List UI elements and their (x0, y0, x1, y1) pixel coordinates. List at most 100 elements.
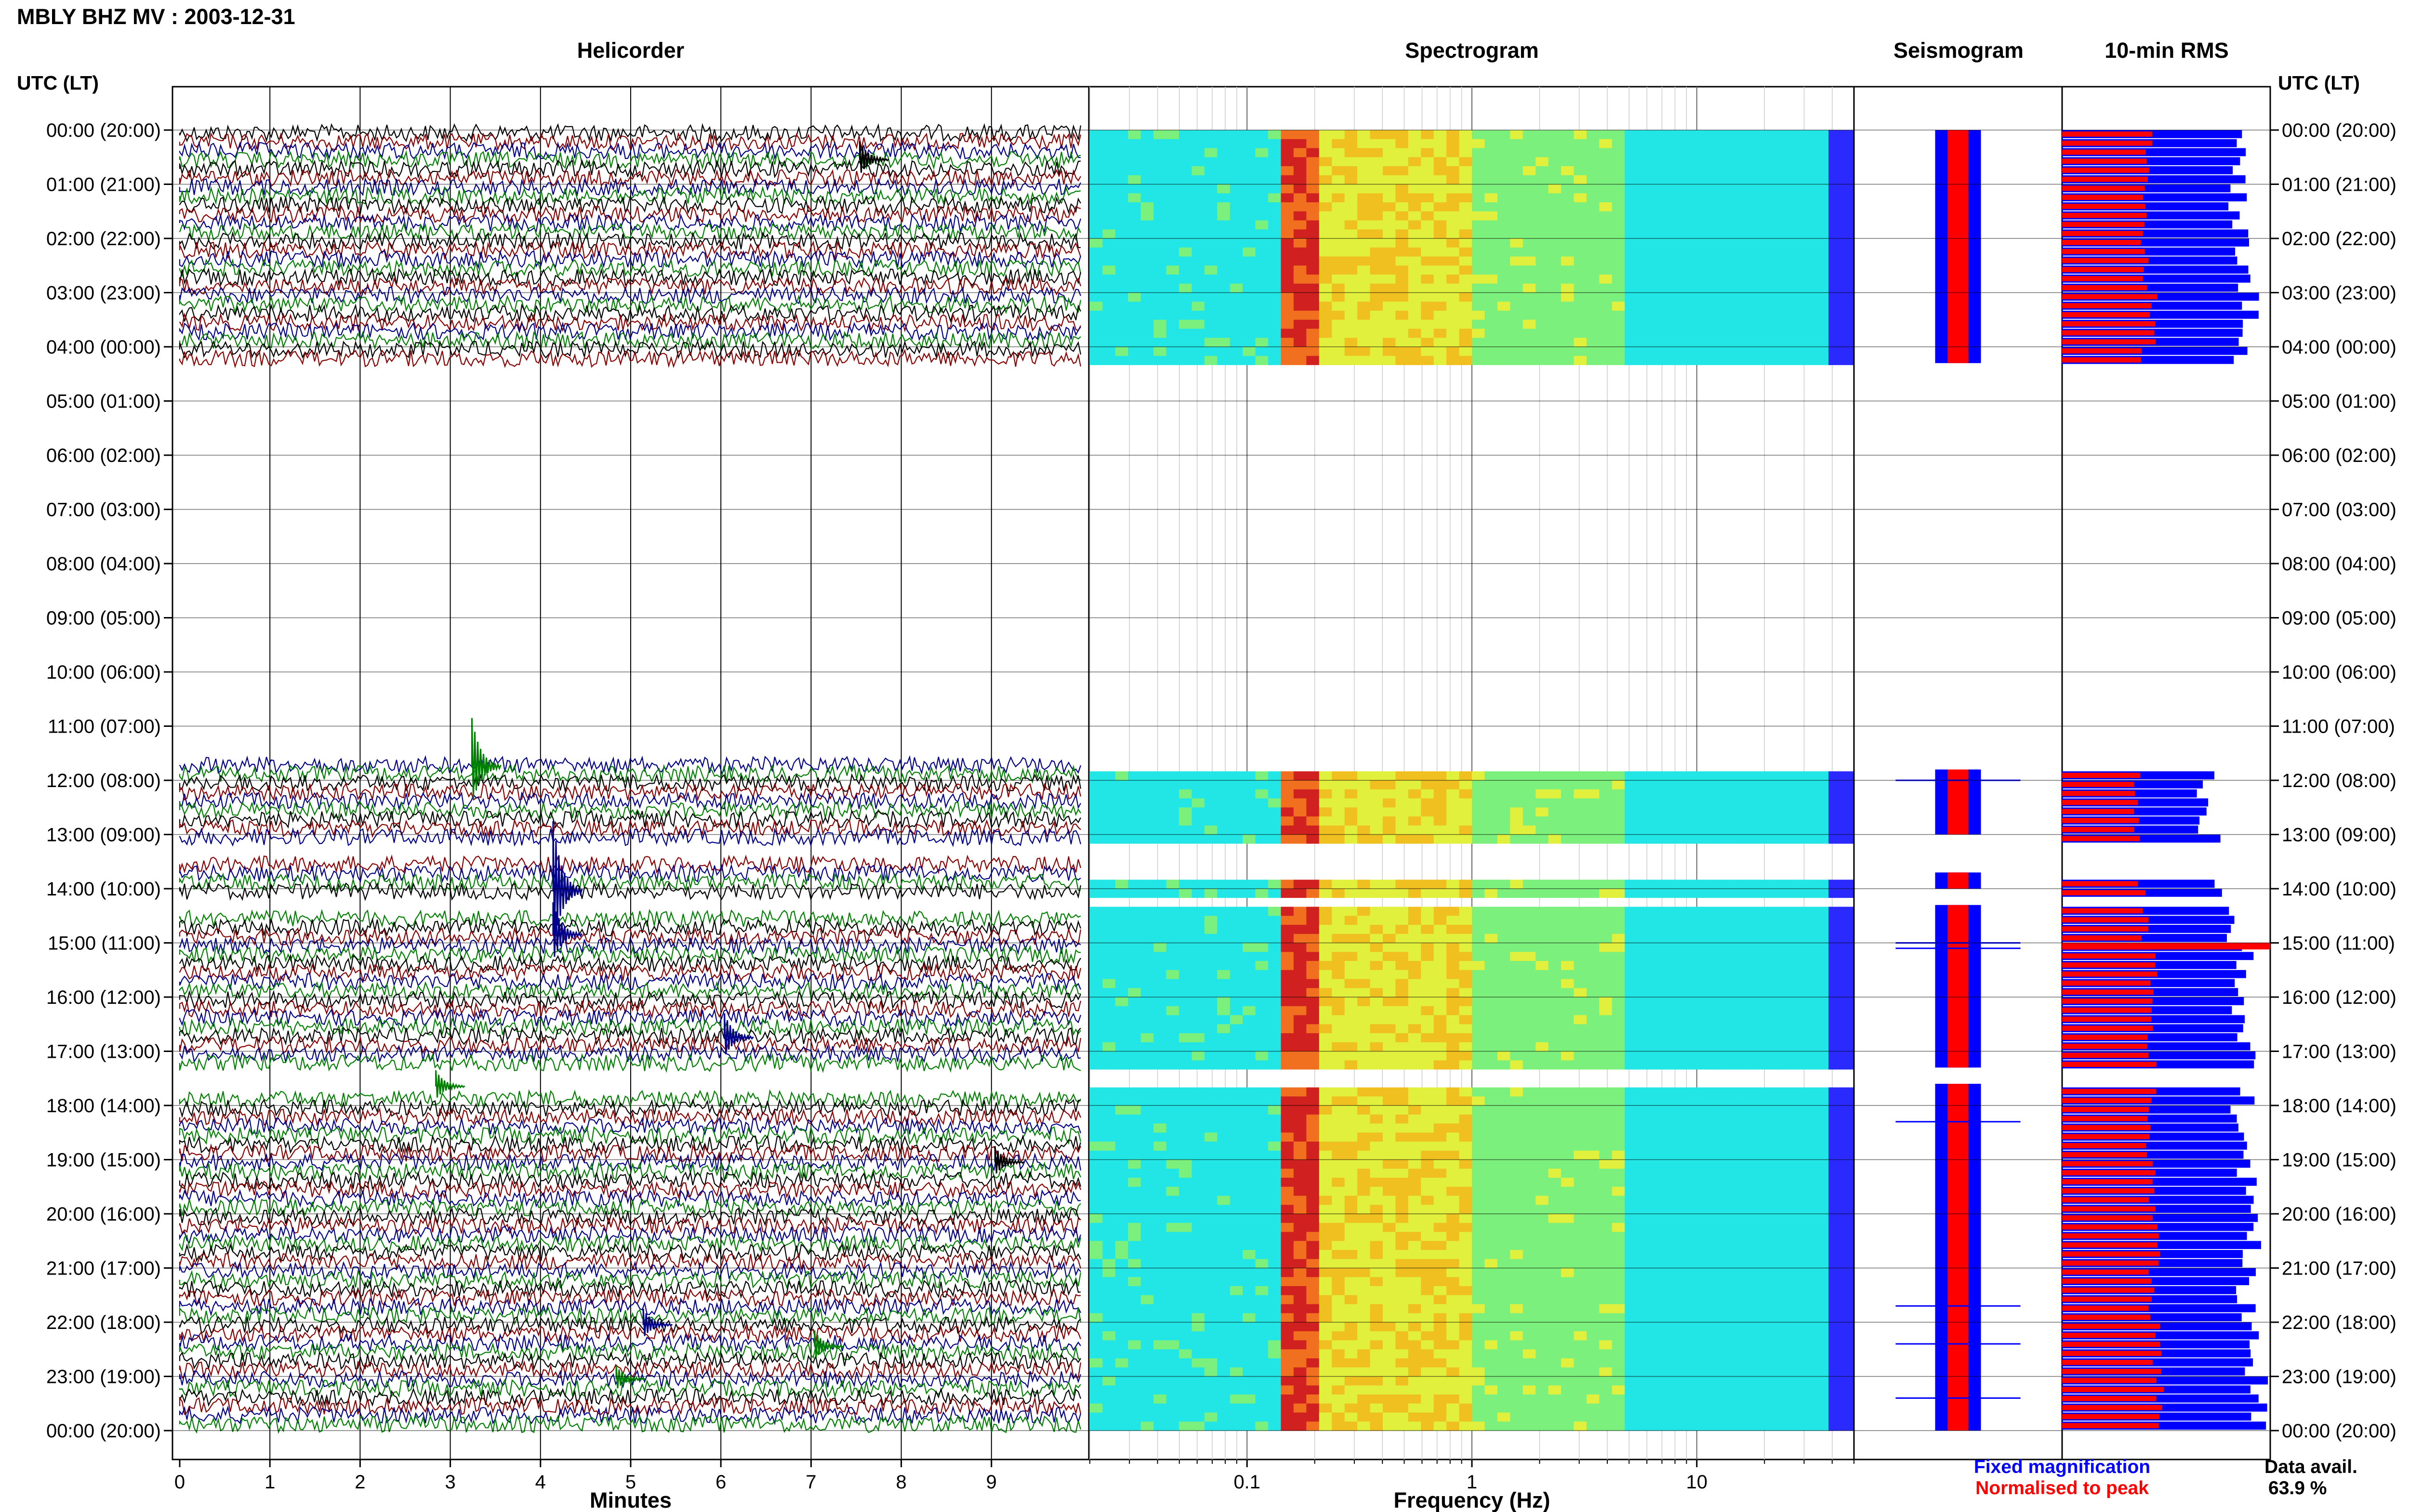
spectrogram-cell (1140, 1295, 1154, 1304)
spectrogram-cell (1204, 1205, 1218, 1214)
spectrogram-cell (1128, 816, 1141, 826)
helicorder-trace (179, 1405, 1082, 1425)
spectrogram-cell (1370, 148, 1383, 158)
spectrogram-cell (1765, 275, 1778, 284)
spectrogram-cell (1790, 211, 1803, 221)
spectrogram-cell (1293, 816, 1307, 826)
spectrogram-cell (1535, 329, 1549, 338)
spectrogram-cell (1383, 283, 1396, 293)
spectrogram-cell (1574, 1169, 1587, 1178)
spectrogram-cell (1739, 275, 1753, 284)
spectrogram-cell (1433, 816, 1447, 826)
spectrogram-cell (1472, 319, 1485, 329)
spectrogram-cell (1522, 1259, 1536, 1268)
spectrogram-cell (1586, 1105, 1600, 1115)
spectrogram-cell (1090, 997, 1103, 1007)
spectrogram-cell (1319, 292, 1332, 302)
spectrogram-cell (1612, 979, 1625, 988)
spectrogram-cell (1255, 1223, 1269, 1232)
spectrogram-cell (1815, 925, 1829, 934)
spectrogram-cell (1446, 1169, 1460, 1178)
spectrogram-cell (1777, 202, 1791, 212)
spectrogram-cell (1522, 1105, 1536, 1115)
spectrogram-cell (1383, 1178, 1396, 1187)
spectrogram-cell (1293, 1060, 1307, 1070)
spectrogram-cell (1637, 211, 1651, 221)
spectrogram-cell (1815, 292, 1829, 302)
spectrogram-cell (1459, 256, 1472, 266)
spectrogram-cell (1268, 1096, 1282, 1106)
spectrogram-cell (1204, 175, 1218, 184)
spectrogram-cell (1739, 1196, 1753, 1205)
spectrogram-cell (1637, 1006, 1651, 1015)
spectrogram-cell (1446, 265, 1460, 275)
spectrogram-cell (1128, 275, 1141, 284)
spectrogram-cell (1268, 1286, 1282, 1296)
spectrogram-cell (1472, 789, 1485, 799)
spectrogram-cell (1217, 970, 1231, 979)
spectrogram-cell (1204, 1304, 1218, 1314)
spectrogram-cell (1484, 148, 1498, 158)
spectrogram-cell (1663, 220, 1676, 230)
spectrogram-cell (1777, 193, 1791, 203)
helicorder-trace (179, 1342, 1081, 1362)
spectrogram-cell (1815, 355, 1829, 365)
spectrogram-cell (1535, 1060, 1549, 1070)
spectrogram-cell (1752, 1060, 1765, 1070)
spectrogram-cell (1128, 292, 1141, 302)
spectrogram-cell (1650, 1169, 1664, 1178)
spectrogram-cell (1217, 1169, 1231, 1178)
spectrogram-cell (1102, 1232, 1116, 1241)
spectrogram-cell (1663, 925, 1676, 934)
spectrogram-cell (1459, 933, 1472, 943)
spectrogram-cell (1383, 933, 1396, 943)
spectrogram-cell (1803, 1142, 1816, 1151)
spectrogram-cell (1510, 925, 1523, 934)
spectrogram-cell (1472, 1096, 1485, 1106)
spectrogram-cell (1663, 1214, 1676, 1223)
spectrogram-cell (1319, 1015, 1332, 1025)
spectrogram-cell (1281, 907, 1294, 916)
spectrogram-cell (1599, 825, 1613, 835)
spectrogram-cell (1433, 1295, 1447, 1304)
spectrogram-cell (1739, 789, 1753, 799)
spectrogram-cell (1090, 1006, 1103, 1015)
helicorder-trace (179, 1224, 1082, 1245)
spectrogram-cell (1115, 329, 1128, 338)
spectrogram-cell (1535, 1015, 1549, 1025)
spectrogram-cell (1293, 834, 1307, 844)
spectrogram-cell (1714, 238, 1727, 248)
spectrogram-cell (1370, 1159, 1383, 1169)
spectrogram-cell (1383, 988, 1396, 998)
spectrogram-cell (1255, 1322, 1269, 1332)
spectrogram-cell (1522, 1123, 1536, 1133)
helicorder-trace (179, 340, 1082, 359)
spectrogram-cell (1204, 988, 1218, 998)
spectrogram-cell (1535, 907, 1549, 916)
spectrogram-cell (1357, 265, 1371, 275)
spectrogram-cell (1293, 256, 1307, 266)
spectrogram-cell (1230, 275, 1243, 284)
spectrogram-cell (1179, 1295, 1192, 1304)
spectrogram-cell (1612, 1060, 1625, 1070)
spectrogram-cell (1828, 961, 1842, 971)
spectrogram-cell (1586, 1196, 1600, 1205)
spectrogram-cell (1714, 1286, 1727, 1296)
spectrogram-cell (1204, 1033, 1218, 1043)
spectrogram-cell (1777, 1132, 1791, 1142)
spectrogram-cell (1714, 916, 1727, 925)
spectrogram-cell (1675, 807, 1689, 817)
spectrogram-cell (1293, 798, 1307, 808)
spectrogram-cell (1243, 1196, 1256, 1205)
spectrogram-cell (1140, 1132, 1154, 1142)
spectrogram-cell (1637, 1123, 1651, 1133)
spectrogram-cell (1765, 798, 1778, 808)
spectrogram-cell (1790, 1087, 1803, 1097)
spectrogram-cell (1153, 889, 1167, 898)
spectrogram-cell (1344, 1015, 1358, 1025)
spectrogram-cell (1153, 302, 1167, 311)
spectrogram-cell (1383, 1096, 1396, 1106)
spectrogram-cell (1459, 130, 1472, 140)
spectrogram-cell (1115, 1205, 1128, 1214)
